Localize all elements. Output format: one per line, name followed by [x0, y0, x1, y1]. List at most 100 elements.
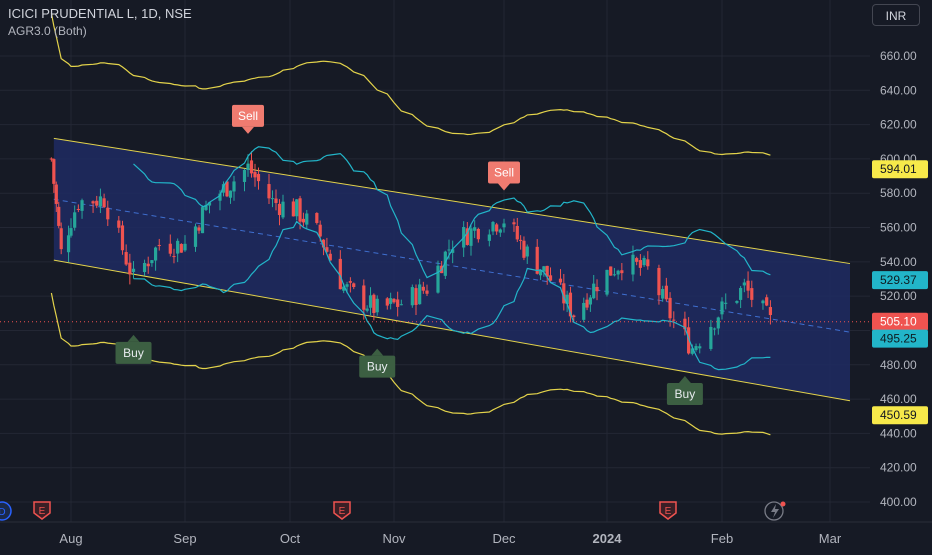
candle-body — [542, 266, 546, 272]
candle-body — [193, 226, 198, 247]
candle-body — [698, 346, 702, 349]
candle-body — [515, 225, 519, 240]
time-axis-tick: Aug — [59, 531, 82, 546]
candle-body — [389, 298, 393, 304]
candle-body — [172, 256, 176, 258]
candle-body — [183, 243, 187, 251]
candle-body — [535, 246, 539, 274]
candle-body — [242, 169, 247, 182]
candle-body — [321, 239, 326, 248]
candle-body — [325, 247, 329, 252]
candle-body — [128, 262, 132, 275]
envelope-lower — [50, 292, 771, 436]
candle-body — [256, 173, 261, 182]
dividend-icon — [0, 501, 12, 521]
candle-body — [168, 243, 172, 254]
candle-body — [683, 318, 687, 330]
candle-body — [249, 160, 254, 174]
candle-body — [281, 201, 285, 218]
candle-body — [709, 326, 713, 349]
indicator-label: AGR3.0 (Both) — [8, 24, 87, 38]
bollinger-upper — [133, 146, 771, 279]
candle-body — [54, 184, 58, 204]
price-tag — [872, 406, 928, 425]
candle-body — [465, 228, 469, 245]
candle-body — [345, 284, 349, 287]
candle-body — [588, 297, 592, 305]
candle-body — [298, 198, 302, 222]
time-axis-tick: Dec — [492, 531, 516, 546]
candle-body — [228, 190, 233, 198]
candle-body — [157, 244, 161, 246]
sell-signal — [232, 104, 264, 127]
candle-body — [716, 317, 720, 329]
candle-body — [421, 286, 425, 291]
signal-label: Buy — [123, 346, 144, 360]
candle-body — [750, 288, 754, 300]
candle-body — [525, 246, 529, 257]
candle-body — [375, 298, 379, 313]
candle-body — [95, 200, 99, 206]
candle-body — [694, 346, 698, 351]
candle-body — [150, 260, 154, 264]
candle-body — [476, 228, 480, 240]
candle-body — [545, 265, 549, 277]
candle-body — [117, 220, 121, 228]
price-axis-tick: 420.00 — [880, 461, 917, 475]
candle-body — [270, 198, 275, 200]
candle-body — [498, 229, 502, 233]
price-tag-label: 450.59 — [880, 408, 917, 422]
signal-label: Sell — [494, 166, 514, 180]
candle-body — [735, 300, 739, 303]
candle-body — [153, 247, 158, 261]
sell-signal — [488, 161, 520, 184]
candle-body — [739, 287, 743, 300]
currency-button[interactable]: INR — [872, 4, 920, 26]
earnings-icon — [33, 501, 51, 520]
candle-body — [414, 288, 418, 305]
candle-body — [179, 244, 183, 253]
candle-body — [668, 297, 672, 319]
candle-body — [98, 196, 103, 207]
candle-body — [761, 300, 765, 304]
price-axis-tick: 660.00 — [880, 49, 917, 63]
symbol-title: ICICI PRUDENTIAL L, 1D, NSE — [8, 6, 192, 21]
candle-body — [146, 263, 150, 267]
candle-body — [120, 225, 125, 251]
candle-body — [246, 163, 250, 170]
candle-body — [595, 286, 599, 292]
notification-dot — [780, 501, 786, 507]
candle-body — [267, 184, 271, 199]
price-axis-tick: 620.00 — [880, 118, 917, 132]
candle-body — [274, 198, 278, 203]
signal-pointer — [678, 376, 691, 384]
candle-body — [372, 294, 376, 314]
candle-body — [487, 234, 491, 241]
price-tag — [872, 160, 928, 179]
candle-body — [592, 283, 596, 299]
signal-pointer — [498, 183, 510, 191]
candle-body — [142, 262, 147, 273]
candle-body — [712, 328, 717, 330]
candle-body — [582, 302, 586, 320]
candle-body — [342, 286, 346, 291]
candle-body — [368, 295, 373, 308]
candle-body — [502, 223, 506, 228]
candle-body — [687, 327, 691, 354]
candle-body — [305, 213, 309, 225]
price-tag — [872, 329, 928, 348]
candle-body — [418, 284, 422, 305]
candle-body — [638, 260, 642, 268]
candle-body — [76, 208, 80, 210]
candle-body — [473, 227, 477, 231]
envelope-upper — [50, 13, 771, 156]
candle-body — [348, 281, 352, 283]
price-axis-tick: 440.00 — [880, 426, 917, 440]
price-axis-tick: 640.00 — [880, 83, 917, 97]
candle-body — [558, 278, 563, 283]
bollinger-lower — [133, 220, 771, 371]
price-tag-label: 505.10 — [880, 315, 917, 329]
candle-body — [124, 252, 128, 265]
candle-body — [385, 298, 389, 306]
